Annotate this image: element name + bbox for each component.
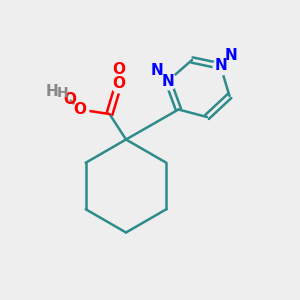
Text: O: O: [112, 61, 125, 76]
Text: H: H: [57, 86, 69, 100]
Text: H: H: [46, 84, 59, 99]
Text: N: N: [151, 63, 164, 78]
Text: N: N: [214, 58, 227, 74]
Text: N: N: [225, 48, 238, 63]
Text: N: N: [162, 74, 174, 88]
Text: O: O: [64, 92, 76, 106]
Text: O: O: [73, 102, 86, 117]
Text: O: O: [112, 76, 125, 92]
